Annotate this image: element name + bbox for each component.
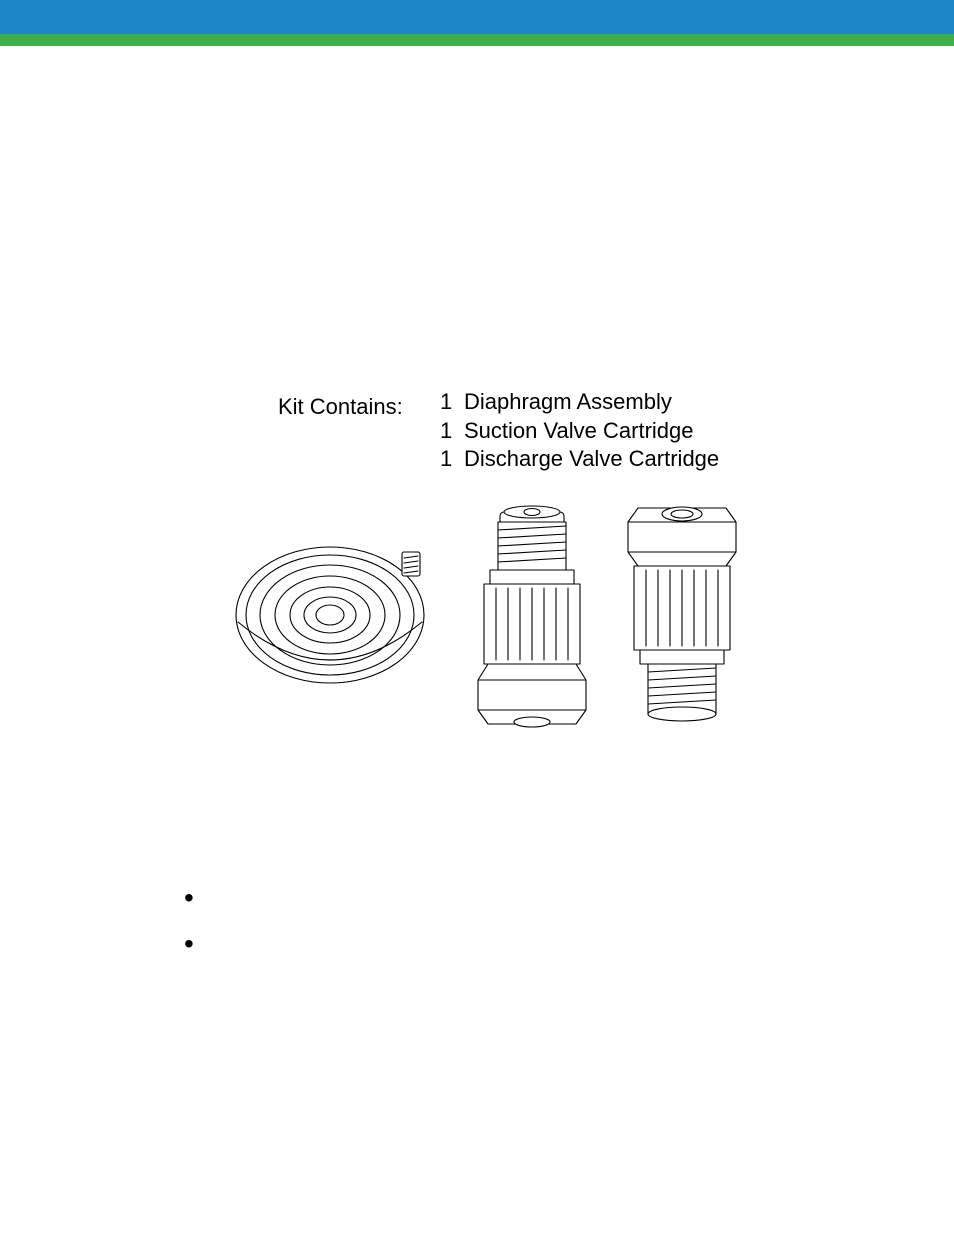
kit-items-list: 1 Diaphragm Assembly 1 Suction Valve Car…	[440, 388, 719, 474]
top-bar-blue	[0, 0, 954, 34]
kit-item: 1 Diaphragm Assembly	[440, 388, 719, 417]
kit-item-qty: 1	[440, 417, 464, 446]
kit-item-qty: 1	[440, 388, 464, 417]
bullet-dot: •	[184, 884, 194, 912]
kit-parts-illustration	[232, 490, 752, 730]
kit-item-name: Diaphragm Assembly	[464, 388, 672, 417]
kit-item: 1 Suction Valve Cartridge	[440, 417, 719, 446]
parts-line-art	[232, 490, 752, 730]
suction-valve-cartridge-icon	[478, 506, 586, 727]
kit-item: 1 Discharge Valve Cartridge	[440, 445, 719, 474]
discharge-valve-cartridge-icon	[628, 507, 736, 721]
diaphragm-assembly-icon	[236, 547, 424, 683]
bullet-dot: •	[184, 930, 194, 958]
kit-item-name: Discharge Valve Cartridge	[464, 445, 719, 474]
kit-contains-label: Kit Contains:	[278, 394, 403, 420]
kit-item-name: Suction Valve Cartridge	[464, 417, 694, 446]
top-bar-green	[0, 34, 954, 46]
kit-item-qty: 1	[440, 445, 464, 474]
